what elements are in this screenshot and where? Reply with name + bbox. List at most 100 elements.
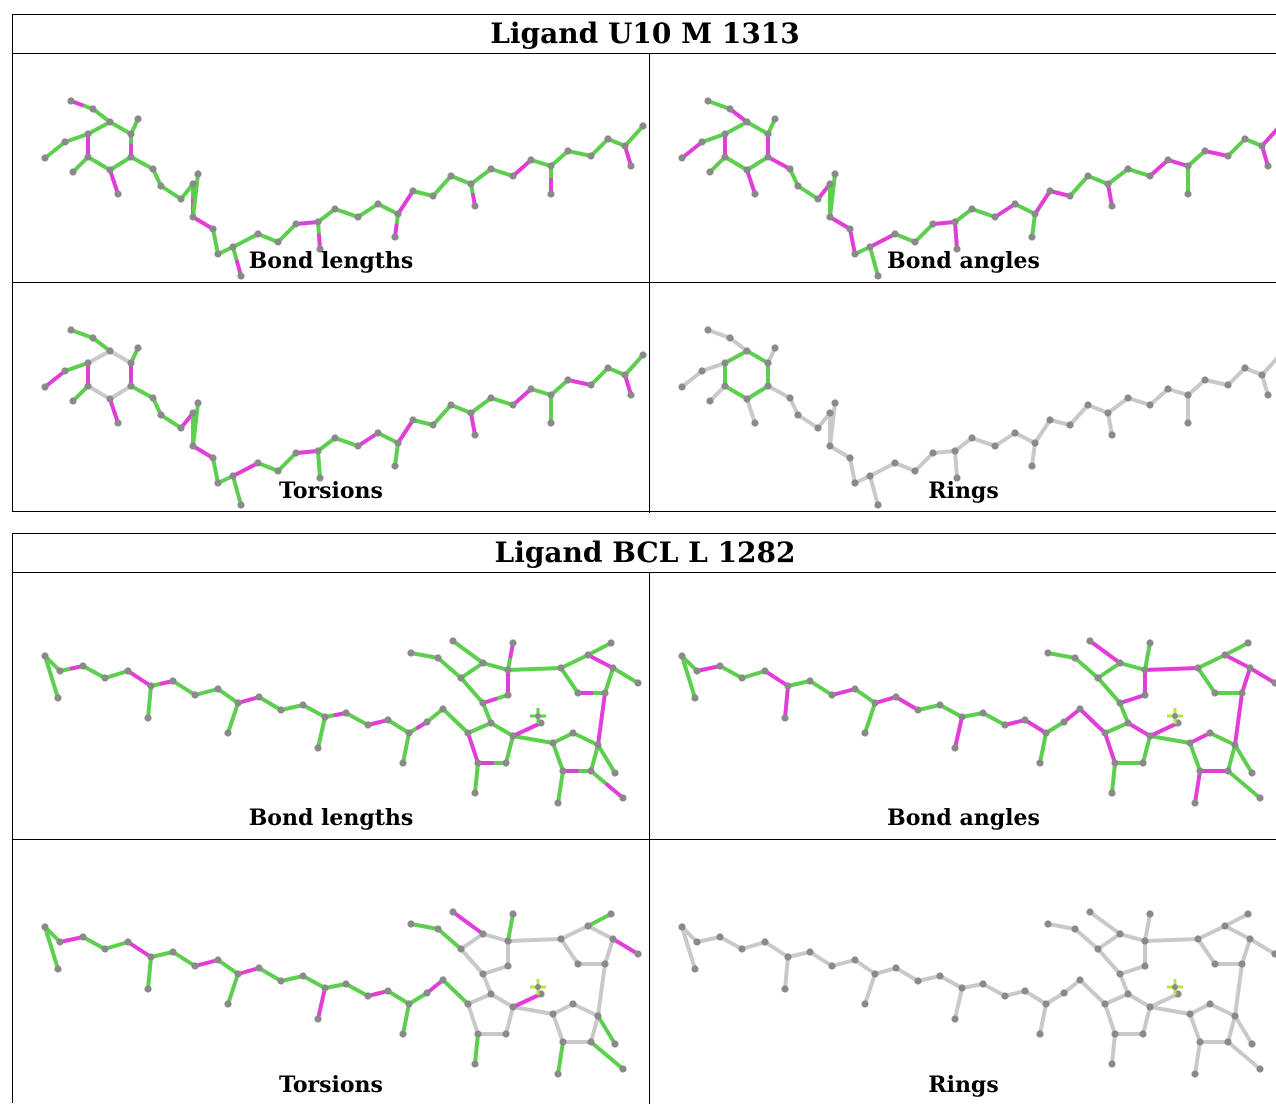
atom: [209, 454, 216, 461]
atom: [609, 935, 616, 942]
atom: [559, 767, 566, 774]
atom: [479, 659, 486, 666]
bond: [1145, 940, 1172, 941]
atom: [1141, 962, 1148, 969]
atom: [1066, 421, 1073, 428]
atom: [1231, 1012, 1238, 1019]
atom: [342, 709, 349, 716]
atom: [1021, 716, 1028, 723]
atom: [678, 383, 685, 390]
atom: [1084, 172, 1091, 179]
atom: [911, 467, 918, 474]
atom: [794, 182, 801, 189]
atom: [254, 230, 261, 237]
atom: [991, 213, 998, 220]
atom: [1094, 945, 1101, 952]
atom: [786, 165, 793, 172]
atom: [407, 920, 414, 927]
atom: [61, 367, 68, 374]
atom: [1101, 1000, 1108, 1007]
atom: [1044, 649, 1051, 656]
atom: [1084, 401, 1091, 408]
atom: [1042, 1000, 1049, 1007]
atom: [1124, 990, 1131, 997]
atom: [331, 434, 338, 441]
atom: [1108, 431, 1115, 438]
atom: [1244, 910, 1251, 917]
atom: [457, 945, 464, 952]
atom: [1211, 960, 1218, 967]
atom: [1124, 165, 1131, 172]
atom: [979, 980, 986, 987]
atom: [1141, 937, 1148, 944]
atom: [1071, 654, 1078, 661]
atom: [627, 162, 634, 169]
atom: [434, 654, 441, 661]
atom: [851, 956, 858, 963]
atom: [1116, 930, 1123, 937]
atom: [177, 424, 184, 431]
atom: [114, 419, 121, 426]
molecule-diagram: [650, 573, 1276, 839]
cell-caption: Rings: [650, 1072, 1276, 1098]
atom: [1111, 759, 1118, 766]
atom: [84, 382, 91, 389]
atom: [1086, 908, 1093, 915]
atom: [384, 716, 391, 723]
atom: [405, 729, 412, 736]
atom: [826, 442, 833, 449]
atom: [1011, 429, 1018, 436]
atom: [814, 195, 821, 202]
atom: [587, 381, 594, 388]
bond: [508, 669, 535, 670]
atom: [61, 138, 68, 145]
atom: [487, 165, 494, 172]
atom: [504, 666, 511, 673]
atom: [1184, 190, 1191, 197]
atom: [189, 442, 196, 449]
atom: [1141, 691, 1148, 698]
atom: [547, 162, 554, 169]
atom: [604, 364, 611, 371]
atom: [321, 713, 328, 720]
atom: [951, 1015, 958, 1022]
atom: [1241, 135, 1248, 142]
atom: [471, 431, 478, 438]
atom: [678, 652, 685, 659]
atom: [479, 699, 486, 706]
atom: [144, 985, 151, 992]
atom: [1186, 1010, 1193, 1017]
atom: [67, 326, 74, 333]
atom: [189, 213, 196, 220]
atom: [547, 190, 554, 197]
atom: [457, 674, 464, 681]
molecule-diagram: [13, 840, 649, 1104]
atom: [738, 674, 745, 681]
cell-caption: Bond lengths: [13, 805, 649, 831]
atom: [194, 399, 201, 406]
atom: [429, 192, 436, 199]
atom: [509, 910, 516, 917]
atom: [958, 713, 965, 720]
atom: [54, 694, 61, 701]
atom: [547, 391, 554, 398]
atom: [169, 677, 176, 684]
atom: [784, 682, 791, 689]
atom: [716, 662, 723, 669]
atom: [41, 923, 48, 930]
atom: [698, 138, 705, 145]
atom: [144, 714, 151, 721]
atom: [691, 694, 698, 701]
atom: [321, 984, 328, 991]
atom: [504, 691, 511, 698]
atom: [509, 1003, 516, 1010]
atom: [487, 719, 494, 726]
atom: [574, 960, 581, 967]
atom: [354, 442, 361, 449]
atom: [911, 238, 918, 245]
molecule-diagram: [650, 840, 1276, 1104]
cell-caption: Torsions: [13, 478, 649, 504]
atom: [557, 664, 564, 671]
atom: [89, 105, 96, 112]
atom: [79, 662, 86, 669]
